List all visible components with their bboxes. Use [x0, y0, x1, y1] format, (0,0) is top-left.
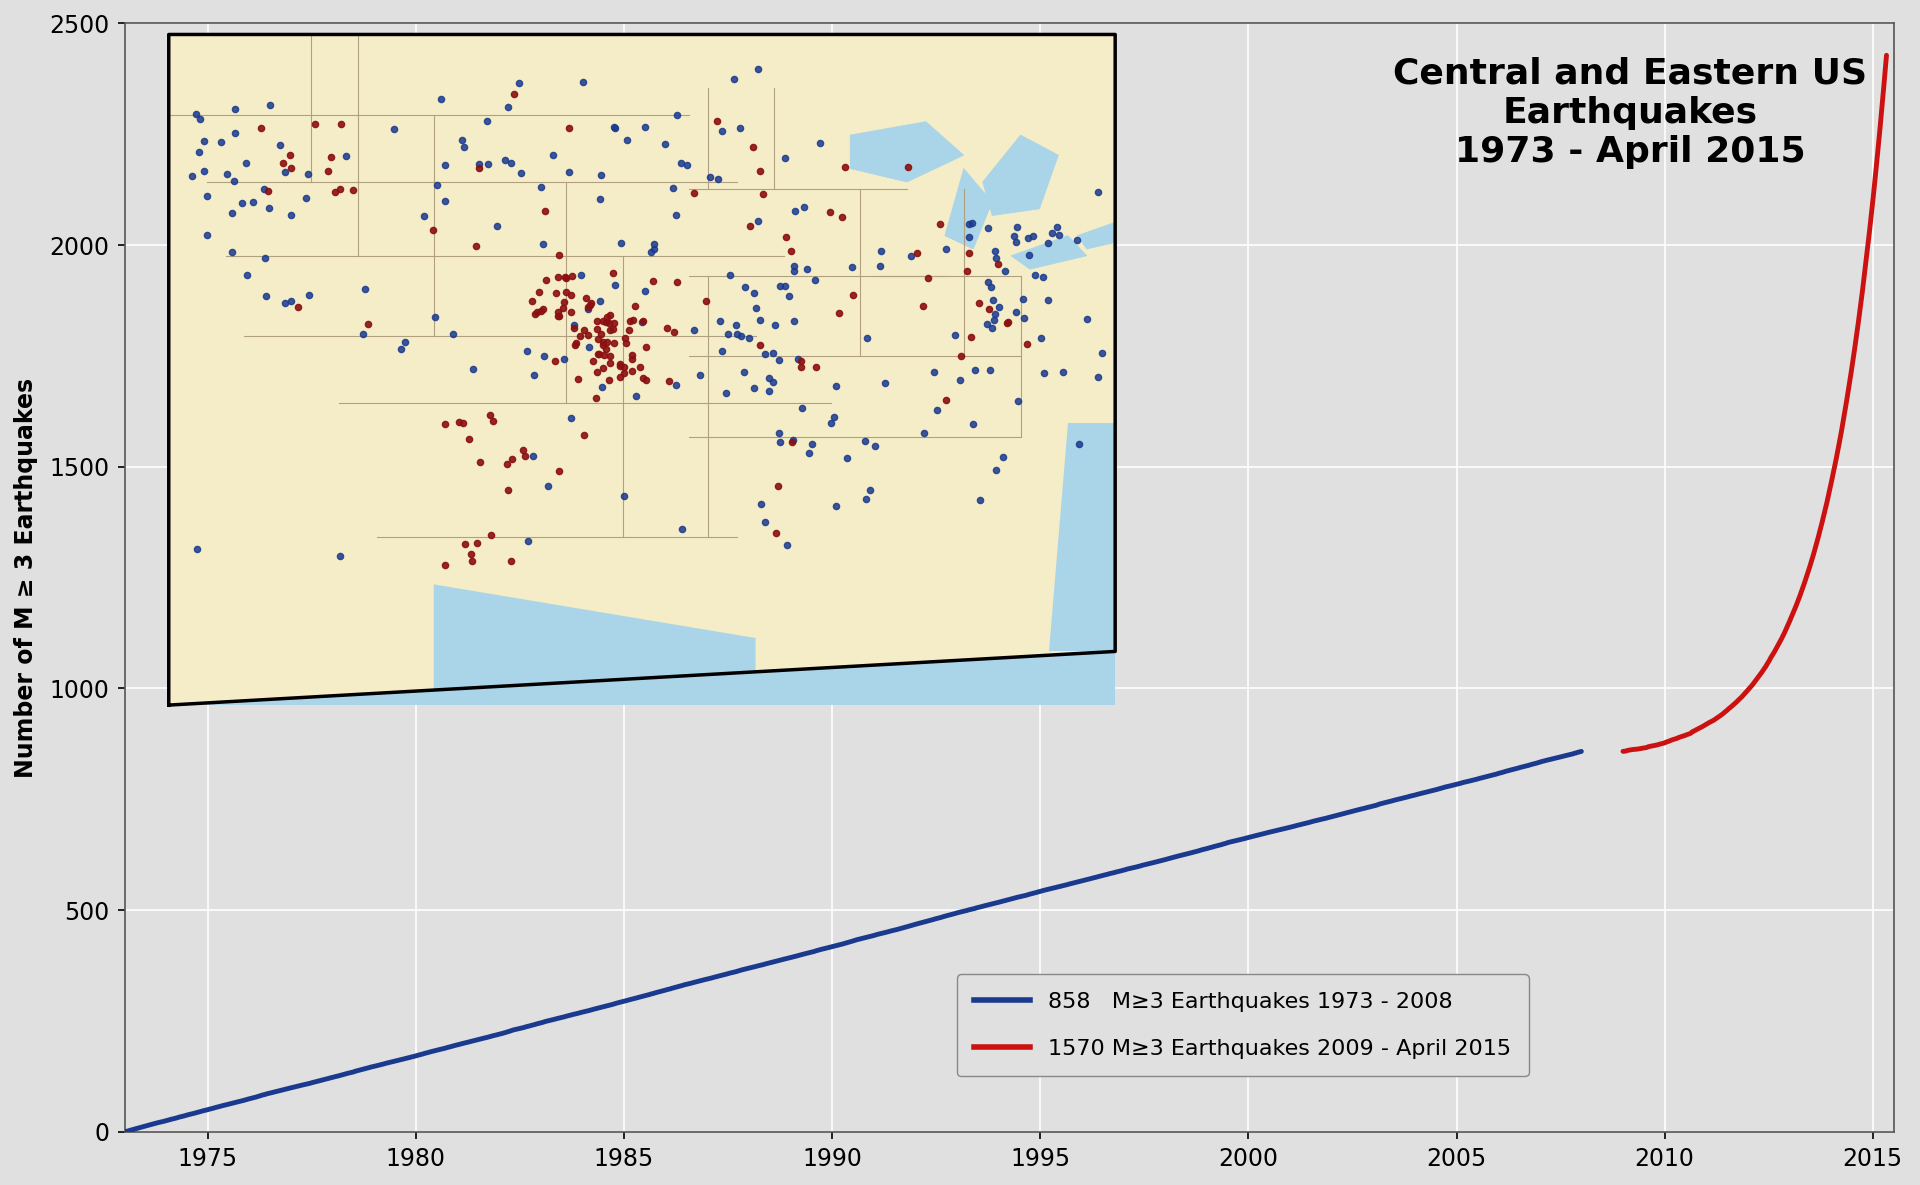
Text: Central and Eastern US
Earthquakes
1973 - April 2015: Central and Eastern US Earthquakes 1973 …: [1392, 57, 1866, 169]
Y-axis label: Number of M ≥ 3 Earthquakes: Number of M ≥ 3 Earthquakes: [13, 378, 38, 777]
Legend: 858   M≥3 Earthquakes 1973 - 2008, 1570 M≥3 Earthquakes 2009 - April 2015: 858 M≥3 Earthquakes 1973 - 2008, 1570 M≥…: [956, 974, 1528, 1076]
